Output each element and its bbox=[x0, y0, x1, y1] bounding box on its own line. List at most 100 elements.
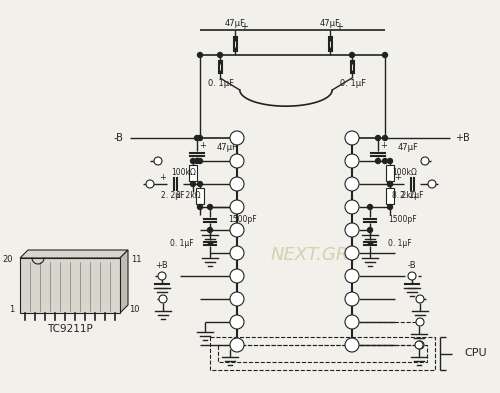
Circle shape bbox=[190, 158, 196, 163]
Text: 100kΩ: 100kΩ bbox=[392, 168, 417, 177]
Text: 17: 17 bbox=[348, 204, 356, 210]
Text: 100kΩ: 100kΩ bbox=[171, 168, 196, 177]
Circle shape bbox=[388, 158, 392, 163]
Circle shape bbox=[230, 269, 244, 283]
Text: 0. 1μF: 0. 1μF bbox=[208, 79, 234, 88]
Circle shape bbox=[154, 157, 162, 165]
Bar bbox=[386, 165, 394, 180]
Text: 1: 1 bbox=[10, 305, 14, 314]
Circle shape bbox=[382, 136, 388, 141]
Text: 47μF: 47μF bbox=[217, 143, 238, 151]
Text: -B: -B bbox=[408, 261, 416, 270]
Circle shape bbox=[230, 315, 244, 329]
Text: 15: 15 bbox=[348, 250, 356, 256]
Text: 7: 7 bbox=[235, 273, 240, 279]
Circle shape bbox=[159, 295, 167, 303]
Circle shape bbox=[198, 182, 202, 187]
Circle shape bbox=[345, 200, 359, 214]
Circle shape bbox=[345, 338, 359, 352]
Circle shape bbox=[198, 204, 202, 209]
Circle shape bbox=[345, 223, 359, 237]
Text: +B: +B bbox=[454, 133, 469, 143]
Text: 16: 16 bbox=[348, 227, 356, 233]
Text: 3: 3 bbox=[235, 181, 240, 187]
Text: CPU: CPU bbox=[464, 349, 486, 358]
Text: 0. 1μF: 0. 1μF bbox=[340, 79, 366, 88]
Bar bbox=[20, 258, 120, 313]
Text: +: + bbox=[200, 141, 206, 149]
Text: +: + bbox=[335, 22, 343, 32]
Circle shape bbox=[345, 131, 359, 145]
Text: 0. 1μF: 0. 1μF bbox=[170, 239, 194, 248]
Text: 2. 2μF: 2. 2μF bbox=[400, 191, 424, 200]
Circle shape bbox=[416, 318, 424, 326]
Text: 13: 13 bbox=[348, 296, 356, 302]
Circle shape bbox=[198, 136, 202, 141]
Text: 8. 2kΩ: 8. 2kΩ bbox=[392, 191, 416, 200]
Circle shape bbox=[416, 295, 424, 303]
Circle shape bbox=[198, 158, 202, 163]
Text: 9: 9 bbox=[235, 319, 240, 325]
Polygon shape bbox=[120, 250, 128, 313]
Circle shape bbox=[388, 204, 392, 209]
Text: 4: 4 bbox=[235, 204, 239, 210]
Circle shape bbox=[208, 228, 212, 233]
Text: 47μF: 47μF bbox=[398, 143, 419, 151]
Circle shape bbox=[194, 136, 200, 141]
Bar bbox=[189, 165, 197, 180]
Circle shape bbox=[345, 246, 359, 260]
Circle shape bbox=[218, 53, 222, 57]
Circle shape bbox=[368, 228, 372, 233]
Text: 8. 2kΩ: 8. 2kΩ bbox=[176, 191, 201, 200]
Text: 20: 20 bbox=[3, 255, 13, 264]
Circle shape bbox=[230, 246, 244, 260]
Text: +: + bbox=[394, 173, 402, 182]
Circle shape bbox=[345, 177, 359, 191]
Text: 14: 14 bbox=[348, 273, 356, 279]
Text: 1500pF: 1500pF bbox=[388, 215, 416, 224]
Circle shape bbox=[382, 53, 388, 57]
Text: +: + bbox=[240, 22, 248, 32]
Circle shape bbox=[376, 158, 380, 163]
Text: 19: 19 bbox=[348, 158, 356, 164]
Text: -B: -B bbox=[113, 133, 123, 143]
Circle shape bbox=[230, 177, 244, 191]
Circle shape bbox=[158, 272, 166, 280]
Circle shape bbox=[421, 157, 429, 165]
Text: 1500pF: 1500pF bbox=[228, 215, 256, 224]
Bar bbox=[210, 337, 435, 370]
Circle shape bbox=[408, 272, 416, 280]
Polygon shape bbox=[20, 250, 128, 258]
Circle shape bbox=[388, 182, 392, 187]
Text: 11: 11 bbox=[348, 342, 356, 348]
Text: 47μF: 47μF bbox=[224, 18, 246, 28]
Circle shape bbox=[208, 204, 212, 209]
Circle shape bbox=[345, 292, 359, 306]
Circle shape bbox=[230, 131, 244, 145]
Text: 10: 10 bbox=[232, 342, 241, 348]
Circle shape bbox=[345, 269, 359, 283]
Text: 10: 10 bbox=[129, 305, 139, 314]
Bar bbox=[386, 187, 394, 204]
Circle shape bbox=[416, 341, 424, 349]
Text: 18: 18 bbox=[348, 181, 356, 187]
Circle shape bbox=[388, 182, 392, 187]
Circle shape bbox=[230, 292, 244, 306]
Text: 20: 20 bbox=[348, 135, 356, 141]
Text: +B: +B bbox=[156, 261, 168, 270]
Text: 1: 1 bbox=[235, 135, 240, 141]
Circle shape bbox=[230, 338, 244, 352]
Circle shape bbox=[190, 182, 196, 187]
Circle shape bbox=[198, 53, 202, 57]
Text: 8: 8 bbox=[235, 296, 240, 302]
Text: NEXT.GR: NEXT.GR bbox=[271, 246, 349, 264]
Text: 0. 1μF: 0. 1μF bbox=[388, 239, 411, 248]
Circle shape bbox=[368, 204, 372, 209]
Text: 11: 11 bbox=[131, 255, 141, 264]
Circle shape bbox=[230, 223, 244, 237]
Text: +: + bbox=[380, 141, 388, 149]
Bar bbox=[196, 187, 204, 204]
Text: 2. 2μF: 2. 2μF bbox=[161, 191, 185, 200]
Text: 6: 6 bbox=[235, 250, 240, 256]
Text: 12: 12 bbox=[348, 319, 356, 325]
